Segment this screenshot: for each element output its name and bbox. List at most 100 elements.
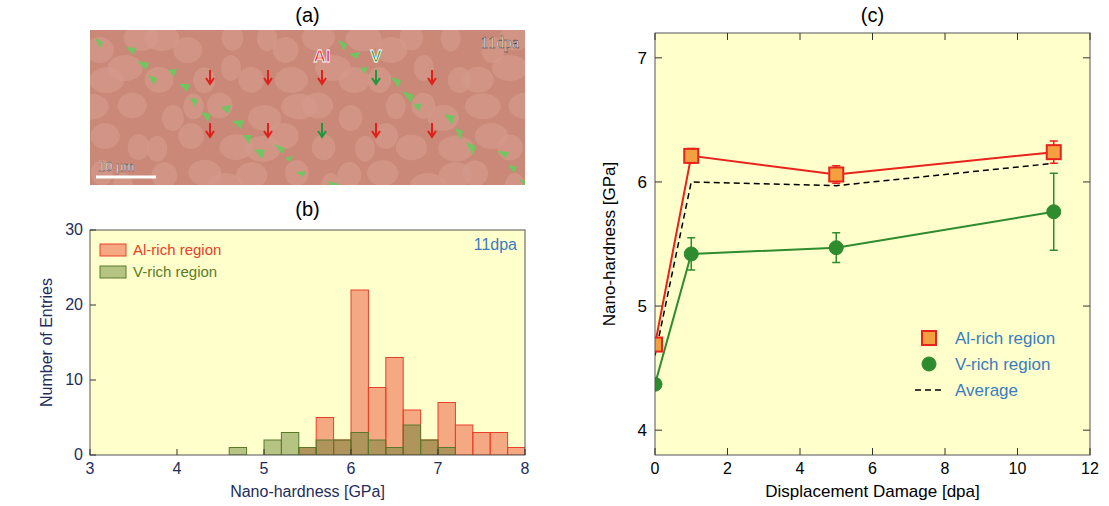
- arrow: [375, 123, 377, 135]
- x-tick: [727, 33, 728, 40]
- grain: [90, 94, 109, 120]
- data-point: [1047, 205, 1061, 219]
- x-tick-label: 0: [651, 460, 660, 477]
- x-tick: [800, 33, 801, 40]
- grain: [338, 162, 362, 185]
- series-line: [655, 212, 1054, 385]
- y-tick: [90, 230, 96, 231]
- y-tick: [90, 305, 96, 306]
- v-rich-phase: [497, 151, 509, 158]
- grain: [492, 55, 525, 81]
- grain: [302, 93, 333, 119]
- arrow: [321, 123, 323, 135]
- v-rich-phase: [466, 142, 476, 155]
- v-rich-phase: [232, 120, 244, 129]
- x-tick: [800, 448, 801, 455]
- annotation: 11dpa: [480, 34, 519, 52]
- x-tick: [1017, 448, 1018, 455]
- x-tick: [90, 449, 91, 455]
- phase-label: Al: [314, 47, 331, 66]
- histogram-bar: [351, 290, 368, 455]
- x-tick-label: 4: [173, 460, 182, 477]
- v-rich-phase: [519, 179, 525, 185]
- arrow-head: [206, 78, 214, 84]
- legend-swatch: [100, 244, 126, 256]
- plot-area: [90, 230, 525, 455]
- y-tick-label: 6: [638, 173, 647, 192]
- y-tick: [655, 181, 662, 182]
- grain: [221, 55, 241, 81]
- arrow-head: [318, 78, 326, 84]
- panel-title: (c): [861, 4, 884, 26]
- y-tick: [90, 380, 96, 381]
- data-point: [684, 247, 698, 261]
- arrow: [267, 123, 269, 135]
- grain: [275, 67, 308, 93]
- y-tick: [1083, 181, 1090, 182]
- x-tick-label: 2: [723, 460, 732, 477]
- grain: [462, 67, 493, 93]
- x-tick: [1017, 33, 1018, 40]
- v-rich-phase: [327, 181, 339, 185]
- data-point: [655, 377, 662, 391]
- x-tick-label: 6: [347, 460, 356, 477]
- x-tick-label: 8: [941, 460, 950, 477]
- x-tick-label: 6: [868, 460, 877, 477]
- grain: [221, 30, 243, 51]
- histogram-bar: [229, 448, 246, 456]
- histogram-bar: [316, 418, 333, 456]
- x-tick: [1090, 33, 1091, 40]
- plot-area: [655, 33, 1090, 455]
- scale-bar-label: 10 μm: [98, 159, 134, 174]
- annotation: 11dpa: [474, 236, 517, 253]
- plot-frame: [655, 33, 1090, 455]
- v-rich-phase: [168, 69, 177, 77]
- grain: [339, 105, 363, 131]
- histogram-bar: [351, 433, 368, 456]
- data-point: [829, 241, 843, 255]
- legend-swatch: [915, 389, 943, 391]
- v-rich-phase: [148, 75, 157, 85]
- arrow-head: [372, 131, 380, 137]
- x-tick: [525, 449, 526, 455]
- grain: [236, 162, 267, 185]
- x-tick: [264, 449, 265, 455]
- grain: [178, 123, 204, 149]
- legend-label: Average: [955, 381, 1018, 400]
- y-axis-title: Nano-hardness [GPa]: [600, 162, 619, 326]
- histogram-bar: [403, 425, 420, 455]
- data-point: [829, 167, 843, 181]
- grain: [497, 135, 523, 161]
- v-rich-phase: [243, 135, 252, 144]
- histogram-bar: [490, 433, 507, 456]
- grain: [438, 136, 474, 162]
- y-tick: [90, 455, 96, 456]
- v-rich-phase: [95, 38, 103, 48]
- grain: [183, 94, 203, 120]
- histogram-bar: [421, 440, 438, 455]
- grain: [368, 67, 392, 93]
- arrow-head: [264, 131, 272, 137]
- grain: [441, 30, 461, 51]
- v-rich-phase: [360, 67, 368, 74]
- grain: [462, 160, 488, 185]
- v-rich-phase: [508, 165, 517, 173]
- histogram-bar: [386, 358, 403, 456]
- x-tick: [1090, 448, 1091, 455]
- legend-swatch: [100, 266, 126, 278]
- grain: [312, 134, 336, 160]
- legend-label: V-rich region: [955, 355, 1050, 374]
- v-rich-phase: [413, 103, 422, 111]
- histogram-bar: [316, 440, 333, 455]
- grain: [505, 173, 525, 185]
- grain: [339, 67, 370, 93]
- grain: [238, 67, 264, 93]
- legend-label: Al-rich region: [133, 241, 221, 258]
- x-tick: [872, 33, 873, 40]
- panel-title: (a): [295, 4, 319, 26]
- x-tick: [945, 33, 946, 40]
- grain: [147, 136, 167, 162]
- arrow: [267, 70, 269, 82]
- grain: [90, 37, 114, 63]
- grain: [396, 134, 427, 160]
